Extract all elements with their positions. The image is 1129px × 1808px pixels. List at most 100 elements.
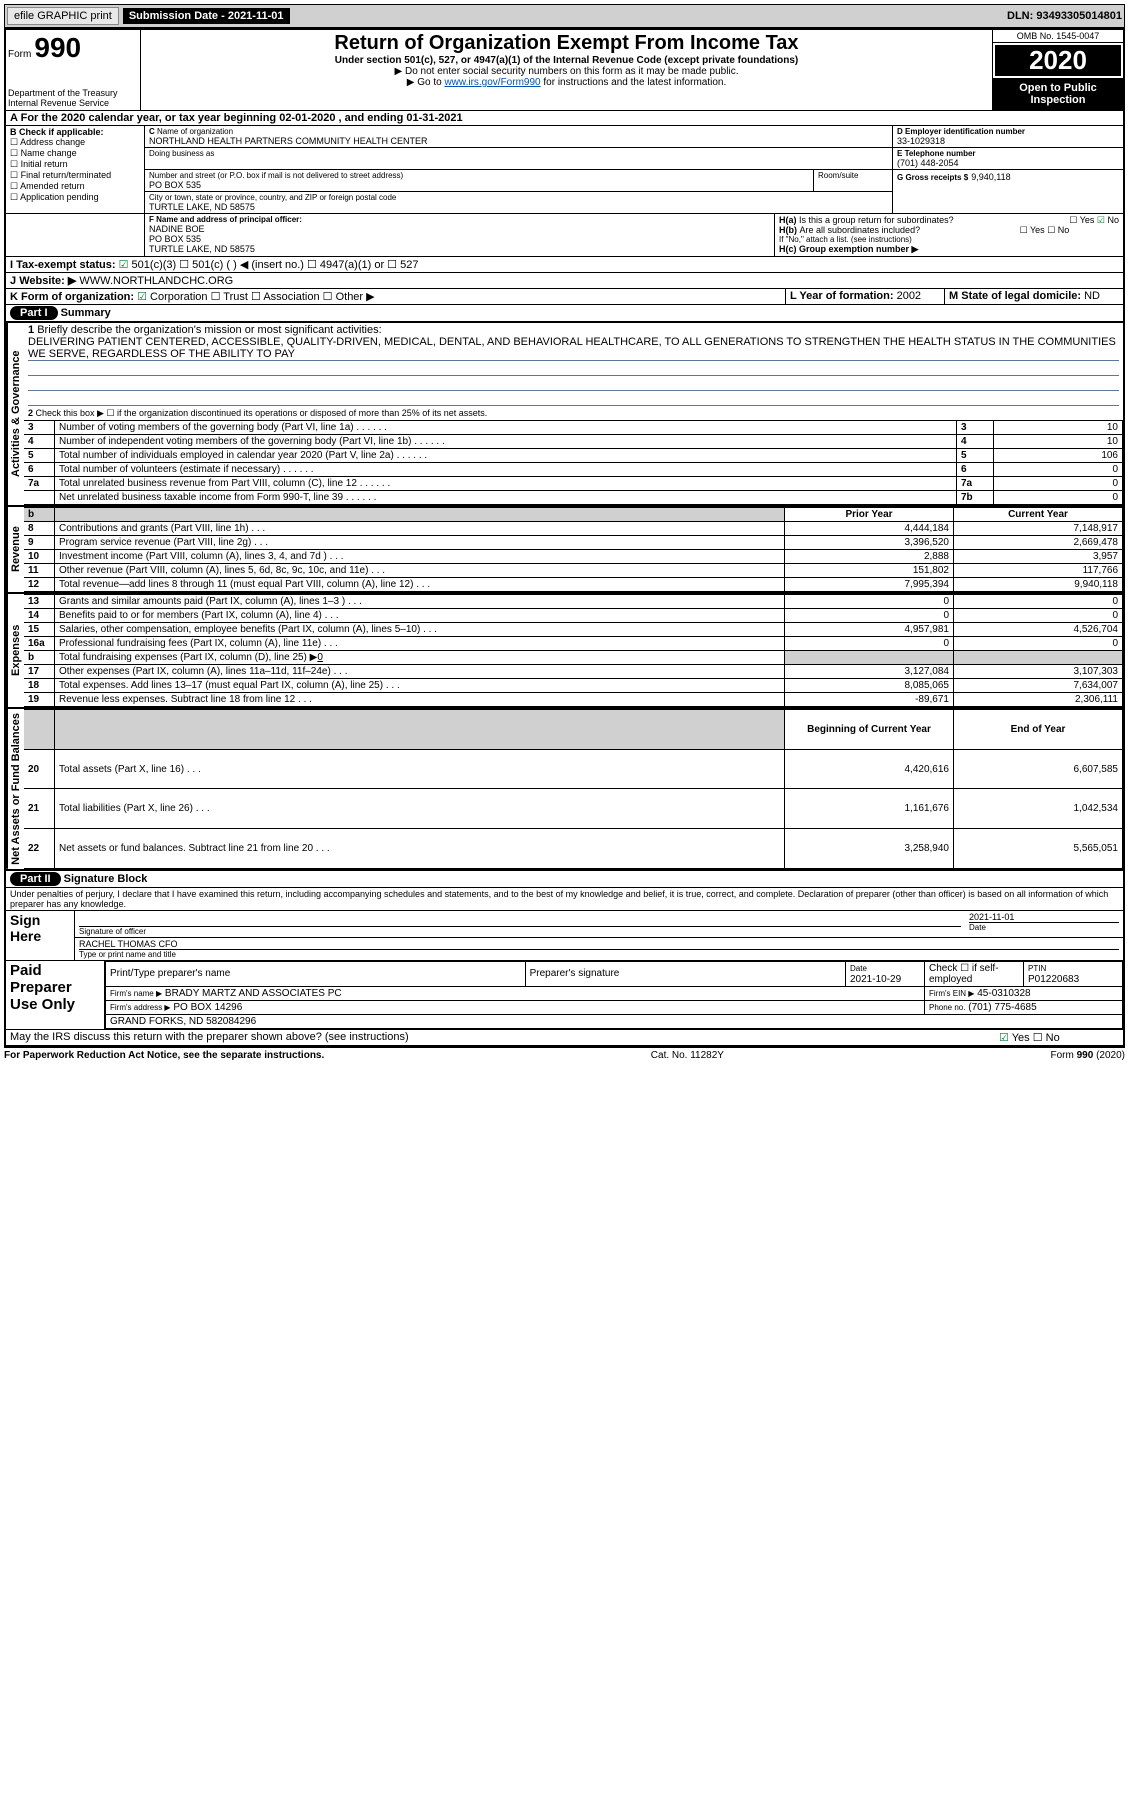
section-expenses: Expenses xyxy=(6,594,24,707)
h-b-note: If "No," attach a list. (see instruction… xyxy=(779,235,1119,244)
h-a: H(a) Is this a group return for subordin… xyxy=(779,215,1119,225)
form-990: Form 990 Department of the Treasury Inte… xyxy=(4,28,1125,1048)
row-a: A For the 2020 calendar year, or tax yea… xyxy=(6,111,467,125)
e-label: E Telephone number xyxy=(897,149,1119,158)
firm-name: BRADY MARTZ AND ASSOCIATES PC xyxy=(165,988,342,999)
chk-trust[interactable]: Trust xyxy=(211,291,248,303)
firm-label: Firm's name ▶ xyxy=(110,989,162,998)
subtitle-1: Under section 501(c), 527, or 4947(a)(1)… xyxy=(147,55,986,66)
prep-h2: Preparer's signature xyxy=(525,961,845,986)
k-label: K Form of organization: xyxy=(10,291,134,303)
chk-501c3[interactable]: 501(c)(3) xyxy=(119,259,177,271)
city-label: City or town, state or province, country… xyxy=(149,193,888,202)
prep-h4: Check ☐ if self-employed xyxy=(925,961,1024,986)
ptin: P01220683 xyxy=(1028,974,1079,985)
room-label: Room/suite xyxy=(818,171,888,180)
governance-table: 3Number of voting members of the governi… xyxy=(24,420,1123,505)
c-name-label: C Name of organization xyxy=(149,127,888,136)
part-ii-title: Signature Block xyxy=(64,873,148,885)
mission-text: DELIVERING PATIENT CENTERED, ACCESSIBLE,… xyxy=(28,336,1119,361)
prep-h3: Date xyxy=(850,964,867,973)
paid-preparer-label: Paid Preparer Use Only xyxy=(6,961,105,1029)
state-domicile: ND xyxy=(1084,290,1100,302)
h-b: H(b) Are all subordinates included? Yes … xyxy=(779,225,1119,235)
sign-here-label: Sign Here xyxy=(6,911,75,960)
chk-other[interactable]: Other ▶ xyxy=(323,291,375,303)
irs-link[interactable]: www.irs.gov/Form990 xyxy=(444,77,540,88)
telephone: (701) 448-2054 xyxy=(897,158,1119,168)
omb-no: OMB No. 1545-0047 xyxy=(993,30,1123,43)
j-label: J Website: ▶ xyxy=(10,275,76,287)
city: TURTLE LAKE, ND 58575 xyxy=(149,202,888,212)
addr-label: Firm's address ▶ xyxy=(110,1003,171,1012)
dln: DLN: 93493305014801 xyxy=(1007,10,1122,22)
chk-501c[interactable]: 501(c) ( ) ◀ (insert no.) xyxy=(179,259,304,271)
q1-label: Briefly describe the organization's miss… xyxy=(37,324,381,336)
h-c: H(c) Group exemption number ▶ xyxy=(779,244,1119,255)
footer-left: For Paperwork Reduction Act Notice, see … xyxy=(4,1050,324,1061)
chk-association[interactable]: Association xyxy=(251,291,320,303)
chk-corporation[interactable]: Corporation xyxy=(137,291,207,303)
chk-final-return[interactable]: Final return/terminated xyxy=(10,170,140,181)
m-label: M State of legal domicile: xyxy=(949,290,1081,302)
year-formation: 2002 xyxy=(897,290,921,302)
firm-addr1: PO BOX 14296 xyxy=(173,1002,242,1013)
prep-h1: Print/Type preparer's name xyxy=(106,961,526,986)
sig-officer-label: Signature of officer xyxy=(79,927,961,936)
part-i-title: Summary xyxy=(61,307,111,319)
expenses-table: 13Grants and similar amounts paid (Part … xyxy=(24,594,1123,707)
hb-no[interactable]: No xyxy=(1047,225,1069,235)
chk-initial-return[interactable]: Initial return xyxy=(10,159,140,170)
ha-no[interactable]: No xyxy=(1097,215,1119,225)
q2: 2 Check this box ▶ ☐ if the organization… xyxy=(24,407,1123,420)
org-name: NORTHLAND HEALTH PARTNERS COMMUNITY HEAL… xyxy=(149,136,888,146)
discuss-yes[interactable]: Yes xyxy=(999,1032,1030,1044)
d-label: D Employer identification number xyxy=(897,127,1119,136)
street: PO BOX 535 xyxy=(149,180,809,190)
discuss-question: May the IRS discuss this return with the… xyxy=(6,1030,995,1045)
footer-center: Cat. No. 11282Y xyxy=(651,1050,724,1061)
ha-yes[interactable]: Yes xyxy=(1069,215,1094,225)
firm-phone: (701) 775-4685 xyxy=(968,1002,1036,1013)
efile-button[interactable]: efile GRAPHIC print xyxy=(7,7,119,25)
l-label: L Year of formation: xyxy=(790,290,894,302)
submission-date: Submission Date - 2021-11-01 xyxy=(123,8,290,24)
chk-4947[interactable]: 4947(a)(1) or xyxy=(307,259,384,271)
hb-yes[interactable]: Yes xyxy=(1020,225,1045,235)
firm-addr2: GRAND FORKS, ND 582084296 xyxy=(106,1014,1123,1028)
part-i-badge: Part I xyxy=(10,306,58,320)
officer-addr1: PO BOX 535 xyxy=(149,234,770,244)
toolbar: efile GRAPHIC print Submission Date - 20… xyxy=(4,4,1125,28)
tax-year: 2020 xyxy=(995,45,1121,76)
ein: 33-1029318 xyxy=(897,136,1119,146)
revenue-table: bPrior YearCurrent Year8Contributions an… xyxy=(24,507,1123,592)
officer-addr2: TURTLE LAKE, ND 58575 xyxy=(149,244,770,254)
chk-name-change[interactable]: Name change xyxy=(10,148,140,159)
ein-label: Firm's EIN ▶ xyxy=(929,989,974,998)
prep-date: 2021-10-29 xyxy=(850,974,901,985)
sign-date-label: Date xyxy=(969,922,1119,932)
website: WWW.NORTHLANDCHC.ORG xyxy=(79,275,233,287)
b-label: B Check if applicable: xyxy=(10,127,140,137)
netassets-table: Beginning of Current YearEnd of Year20To… xyxy=(24,709,1123,869)
chk-address-change[interactable]: Address change xyxy=(10,137,140,148)
chk-527[interactable]: 527 xyxy=(387,259,418,271)
chk-amended[interactable]: Amended return xyxy=(10,181,140,192)
form-title: Return of Organization Exempt From Incom… xyxy=(147,32,986,55)
open-to-public: Open to Public Inspection xyxy=(993,78,1123,110)
declaration: Under penalties of perjury, I declare th… xyxy=(6,888,1123,911)
form-label: Form xyxy=(8,49,31,60)
officer-name: NADINE BOE xyxy=(149,224,770,234)
discuss-no[interactable]: No xyxy=(1033,1032,1060,1044)
subtitle-2: Do not enter social security numbers on … xyxy=(147,66,986,77)
footer-right: Form 990 (2020) xyxy=(1051,1050,1126,1061)
goto-post: for instructions and the latest informat… xyxy=(541,77,727,88)
i-label: I Tax-exempt status: xyxy=(10,259,116,271)
chk-application-pending[interactable]: Application pending xyxy=(10,192,140,203)
officer-print-name: RACHEL THOMAS CFO xyxy=(79,939,1119,949)
section-revenue: Revenue xyxy=(6,507,24,592)
sign-date: 2021-11-01 xyxy=(969,912,1119,922)
section-netassets: Net Assets or Fund Balances xyxy=(6,709,24,869)
f-label: F Name and address of principal officer: xyxy=(149,215,770,224)
phone-label: Phone no. xyxy=(929,1003,965,1012)
